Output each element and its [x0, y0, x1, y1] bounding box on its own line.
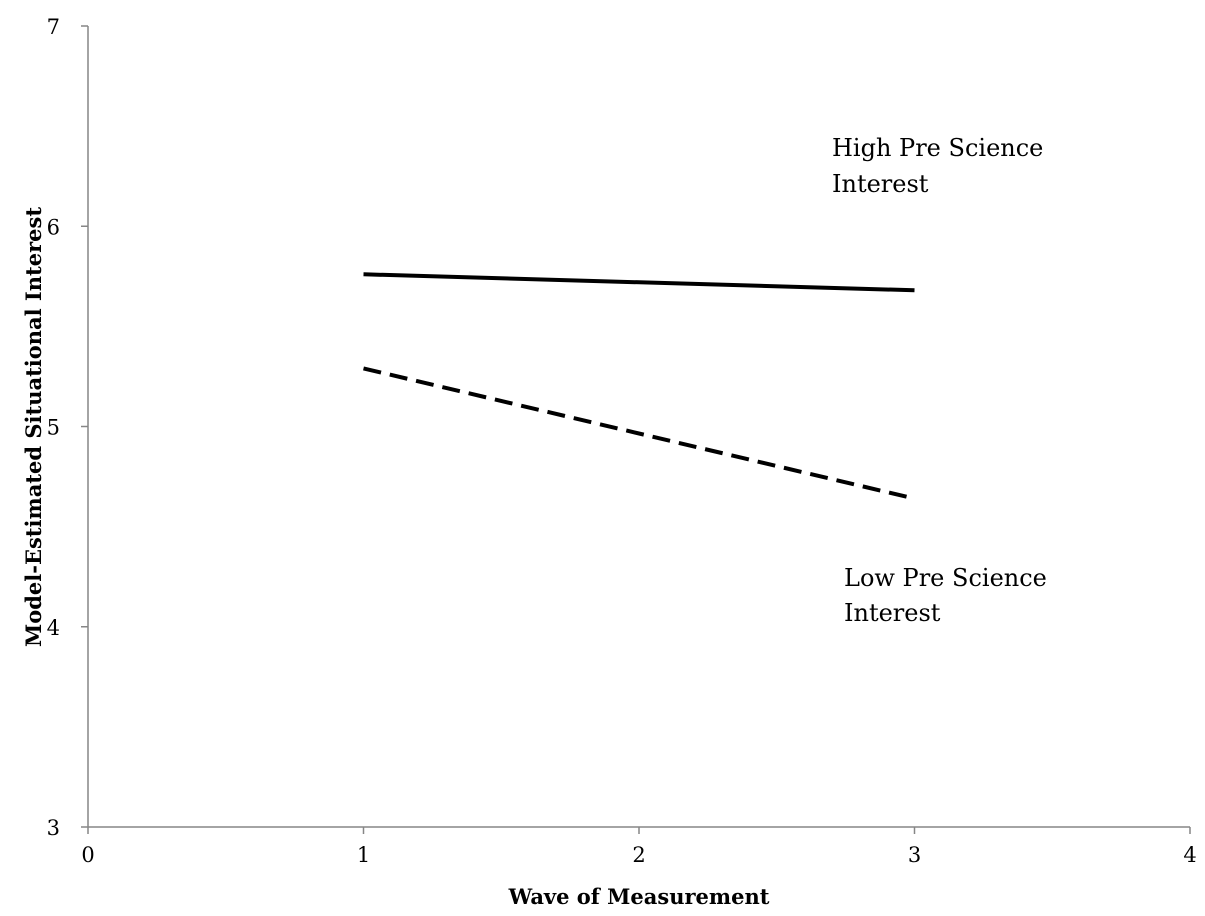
y-tick-label: 4	[47, 616, 60, 640]
y-tick-label: 7	[47, 15, 60, 39]
x-axis-title: Wave of Measurement	[508, 884, 770, 909]
series-line-high-interest	[363, 272, 915, 293]
annotation-high-line-2: Interest	[832, 170, 929, 198]
series-line-low-interest	[363, 366, 915, 501]
y-ticks: 3 4 5 6 7	[47, 15, 88, 840]
y-tick-label: 5	[47, 416, 60, 440]
y-tick-label: 3	[47, 816, 60, 840]
x-tick-label: 1	[357, 843, 370, 867]
x-tick-label: 3	[908, 843, 921, 867]
x-tick-label: 4	[1183, 843, 1196, 867]
x-tick-label: 0	[81, 843, 94, 867]
x-tick-label: 2	[632, 843, 645, 867]
series-lines	[363, 272, 915, 501]
annotation-low-line-1: Low Pre Science	[844, 564, 1047, 592]
x-ticks: 0 1 2 3 4	[81, 827, 1197, 867]
annotation-high-line-1: High Pre Science	[832, 134, 1043, 162]
y-tick-label: 6	[47, 215, 60, 239]
annotation-low-line-2: Interest	[844, 599, 941, 627]
y-axis-title: Model-Estimated Situational Interest	[21, 207, 46, 647]
